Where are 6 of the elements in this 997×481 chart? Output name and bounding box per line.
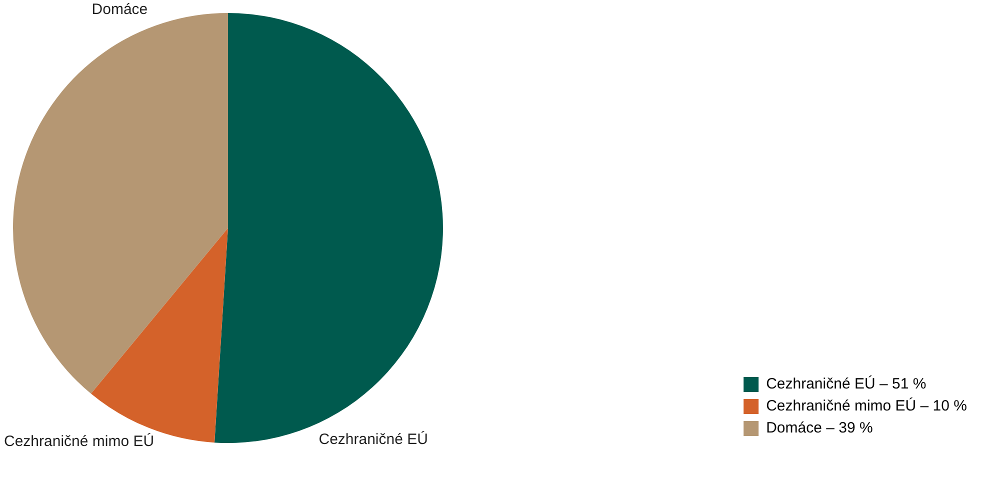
legend-label: Cezhraničné EÚ – 51 % (766, 374, 926, 393)
text: Domáce (92, 0, 148, 18)
text: Cezhraničné EÚ (318, 430, 428, 448)
legend-label: Domáce – 39 % (766, 420, 873, 437)
text: Cezhraničné mimo EÚ (4, 432, 154, 450)
legend-label: Cezhraničné mimo EÚ – 10 % (766, 396, 968, 415)
